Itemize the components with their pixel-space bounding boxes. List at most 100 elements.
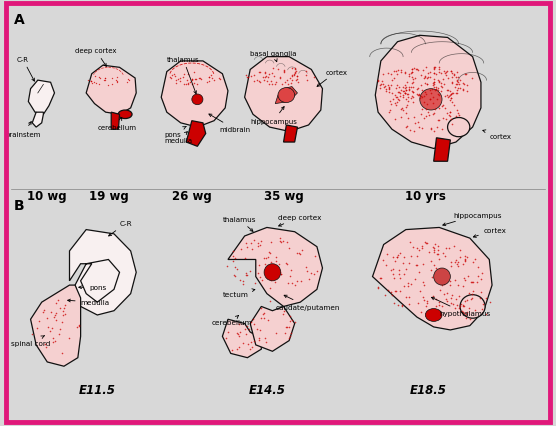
Point [94,75,103,81]
Point [241,270,250,277]
Point [166,75,175,82]
Point [395,275,404,282]
Point [392,102,401,109]
Point [446,68,455,75]
Point [415,125,424,132]
Point [448,80,457,87]
Point [205,74,214,81]
Point [446,113,455,120]
Point [290,282,299,288]
Point [61,311,70,318]
Point [445,112,454,119]
Point [280,69,289,76]
Point [445,277,454,284]
Point [443,298,452,305]
Point [464,305,473,312]
Point [460,72,469,79]
Point [172,81,181,87]
Point [388,292,396,299]
Point [51,317,60,323]
Point [430,247,439,253]
Point [302,77,311,84]
Point [47,309,56,316]
Point [309,75,318,81]
Point [422,75,431,82]
Point [407,69,416,76]
Point [479,301,488,308]
Point [51,312,59,319]
Point [415,288,424,295]
Point [452,256,461,263]
Point [397,69,406,76]
Point [435,276,444,283]
Point [91,80,100,87]
Point [280,68,289,75]
Point [405,86,414,93]
Point [452,81,461,88]
Point [448,90,457,97]
Point [176,78,185,85]
Point [462,315,471,322]
Point [429,82,438,89]
Point [409,80,418,86]
Point [459,86,468,93]
Text: hypothalamus: hypothalamus [431,297,490,316]
Point [125,77,133,84]
Point [420,239,429,246]
Point [416,309,425,316]
Point [429,65,438,72]
Point [450,85,459,92]
Point [390,75,399,82]
Point [430,249,439,256]
Point [173,77,182,83]
Point [394,267,403,273]
Point [301,69,310,75]
Point [267,269,276,276]
Point [381,262,390,269]
Point [395,98,404,104]
Point [373,77,382,84]
Point [259,75,268,82]
Point [250,321,259,328]
Point [271,330,280,337]
Point [434,302,443,308]
Point [228,248,237,255]
Point [467,295,476,302]
Point [307,270,316,276]
Point [401,294,410,300]
Point [435,256,444,263]
Point [191,76,200,83]
Point [241,331,250,338]
Point [476,276,485,282]
Ellipse shape [460,295,485,319]
Point [395,89,404,96]
Point [246,339,255,345]
Point [295,251,304,258]
Point [436,89,445,95]
Point [458,302,467,308]
Point [277,81,286,88]
Point [246,268,255,275]
Point [227,347,236,354]
Text: E14.5: E14.5 [249,383,285,396]
Point [257,277,266,284]
Point [446,96,455,103]
Point [58,308,67,314]
Point [444,76,453,83]
Point [427,91,436,98]
Point [254,337,263,344]
Point [288,66,297,72]
Point [474,264,483,271]
Point [276,269,285,276]
Point [262,78,271,85]
Point [434,118,443,124]
Point [410,121,419,127]
Point [423,299,431,306]
Point [259,255,268,262]
Point [412,262,421,268]
Point [394,96,403,103]
Point [436,81,445,87]
Point [287,78,296,84]
Point [431,64,440,71]
Text: caudate/putamen: caudate/putamen [275,296,340,310]
